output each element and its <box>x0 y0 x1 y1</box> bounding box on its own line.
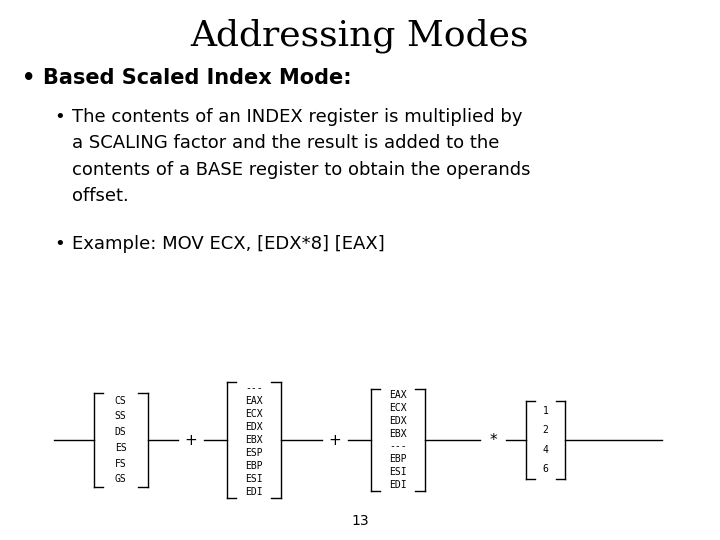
Text: SS: SS <box>114 411 127 422</box>
Text: •: • <box>22 68 35 87</box>
Text: EAX: EAX <box>245 396 263 407</box>
Text: 13: 13 <box>351 514 369 528</box>
Text: EDI: EDI <box>389 480 407 490</box>
Text: •: • <box>54 108 65 126</box>
Text: ESI: ESI <box>245 474 263 484</box>
Text: +: + <box>184 433 197 448</box>
Text: FS: FS <box>114 458 127 469</box>
Text: ECX: ECX <box>389 403 407 413</box>
Text: EAX: EAX <box>389 390 407 400</box>
Text: EBX: EBX <box>389 429 407 438</box>
Text: ESI: ESI <box>389 467 407 477</box>
Text: Example: MOV ECX, [EDX*8] [EAX]: Example: MOV ECX, [EDX*8] [EAX] <box>72 235 384 253</box>
Text: DS: DS <box>114 427 127 437</box>
Text: The contents of an INDEX register is multiplied by: The contents of an INDEX register is mul… <box>72 108 523 126</box>
Text: EDI: EDI <box>245 487 263 497</box>
Text: ---: --- <box>245 383 263 394</box>
Text: GS: GS <box>114 475 127 484</box>
Text: Addressing Modes: Addressing Modes <box>191 19 529 53</box>
Text: offset.: offset. <box>72 187 129 205</box>
Text: ECX: ECX <box>245 409 263 419</box>
Text: ESP: ESP <box>245 448 263 458</box>
Text: +: + <box>328 433 341 448</box>
Text: EBX: EBX <box>245 435 263 445</box>
Text: EBP: EBP <box>245 461 263 471</box>
Text: CS: CS <box>114 396 127 406</box>
Text: 4: 4 <box>542 445 549 455</box>
Text: ---: --- <box>389 442 407 451</box>
Text: •: • <box>54 235 65 253</box>
Text: 1: 1 <box>542 406 549 416</box>
Text: Based Scaled Index Mode:: Based Scaled Index Mode: <box>43 68 352 87</box>
Text: *: * <box>490 433 497 448</box>
Text: ES: ES <box>114 443 127 453</box>
Text: EDX: EDX <box>389 416 407 426</box>
Text: 2: 2 <box>542 426 549 435</box>
Text: contents of a BASE register to obtain the operands: contents of a BASE register to obtain th… <box>72 161 531 179</box>
Text: EBP: EBP <box>389 454 407 464</box>
Text: a SCALING factor and the result is added to the: a SCALING factor and the result is added… <box>72 134 500 152</box>
Text: EDX: EDX <box>245 422 263 432</box>
Text: 6: 6 <box>542 464 549 475</box>
